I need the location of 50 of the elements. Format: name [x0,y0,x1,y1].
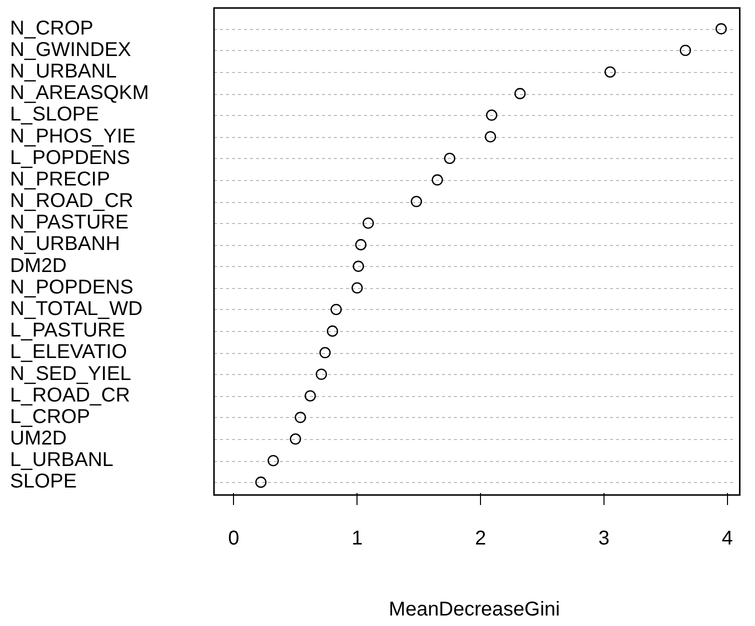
point [316,368,328,380]
point [290,433,302,445]
point [444,152,456,164]
y-tick-label: N_URBANH [10,233,120,256]
y-tick-label: N_TOTAL_WD [10,298,143,320]
x-tick-label: 0 [228,528,240,550]
point [716,23,727,34]
point [255,476,267,488]
point [319,347,331,358]
point [484,131,496,142]
y-tick-label: L_POPDENS [10,146,130,169]
point [326,325,338,337]
y-tick-label: N_GWINDEX [10,38,132,61]
point [680,44,692,56]
y-tick-label: L_PASTURE [10,320,126,342]
x-axis-title: MeanDecreaseGini [388,598,560,621]
y-tick-label: L_URBANL [10,449,114,472]
x-tick-label: 4 [722,528,733,550]
y-tick-label: N_ROAD_CR [10,190,134,212]
point [330,304,342,316]
y-tick-label: N_PRECIP [10,168,110,190]
x-tick-label: 1 [352,528,363,550]
y-tick-label: L_ROAD_CR [10,384,130,406]
point [604,66,616,78]
y-tick-label: N_URBANL [10,60,117,82]
x-tick-label: 2 [474,528,486,550]
y-tick-label: SLOPE [10,470,77,493]
y-tick-label: N_PASTURE [10,212,129,234]
point [432,174,444,186]
y-tick-label: UM2D [10,428,67,450]
y-tick-label: N_AREASQKM [10,82,149,104]
y-tick-label: N_POPDENS [10,276,134,298]
point [294,412,306,424]
point [268,454,279,466]
point [410,196,422,208]
y-tick-label: N_CROP [10,17,94,40]
y-tick-label: N_SED_YIEL [10,362,132,385]
x-tick-label: 3 [598,528,610,550]
point [352,260,364,272]
point [514,88,526,100]
point [304,390,316,402]
y-tick-label: L_CROP [10,406,90,428]
y-tick-label: L_SLOPE [10,104,99,126]
point [486,110,498,121]
point [362,217,374,229]
y-tick-label: L_ELEVATIO [10,341,128,364]
point [355,239,366,250]
y-tick-label: DM2D [10,254,67,277]
point [351,282,363,294]
y-tick-label: N_PHOS_YIE [10,125,136,148]
